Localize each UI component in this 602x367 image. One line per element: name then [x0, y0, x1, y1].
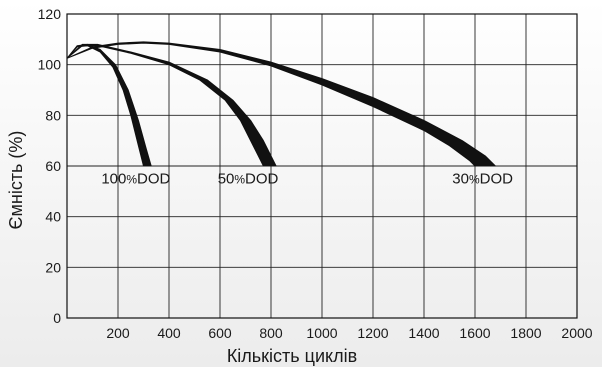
series-band: [66, 41, 496, 167]
series-band: [66, 43, 277, 167]
x-tick-label: 1400: [408, 325, 439, 341]
y-tick-label: 100: [38, 57, 62, 73]
x-tick-labels: 200 400 600 800 1000 1200 1400 1600 1800 2000: [106, 325, 592, 341]
x-tick-label: 400: [157, 325, 181, 341]
y-tick-label: 20: [45, 259, 61, 275]
series-label: 50%DOD: [218, 171, 279, 188]
series-band: [66, 43, 152, 167]
y-axis-label: Ємність (%): [6, 131, 26, 230]
x-tick-label: 1800: [510, 325, 541, 341]
x-axis-label: Кількість циклів: [227, 346, 357, 366]
x-tick-label: 2000: [561, 325, 592, 341]
y-tick-label: 80: [45, 107, 61, 123]
series-labels: 100%DOD 50%DOD 30%DOD: [101, 171, 513, 188]
x-tick-label: 600: [208, 325, 232, 341]
grid: [67, 14, 577, 318]
y-tick-labels: 0 20 40 60 80 100 120: [38, 6, 62, 326]
y-tick-label: 120: [38, 6, 62, 22]
x-tick-label: 200: [106, 325, 130, 341]
y-tick-label: 60: [45, 158, 61, 174]
series-label: 30%DOD: [452, 171, 513, 188]
x-tick-label: 1200: [357, 325, 388, 341]
x-tick-label: 1000: [306, 325, 337, 341]
y-tick-label: 40: [45, 209, 61, 225]
y-tick-label: 0: [53, 310, 61, 326]
series-bands: [66, 41, 496, 167]
x-tick-label: 800: [259, 325, 283, 341]
x-tick-label: 1600: [459, 325, 490, 341]
plot-frame: [66, 13, 578, 319]
series-label: 100%DOD: [101, 171, 170, 188]
